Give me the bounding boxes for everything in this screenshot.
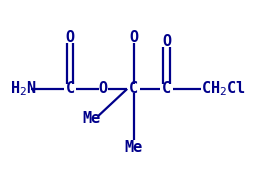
Text: CH$_2$Cl: CH$_2$Cl <box>201 80 246 98</box>
Text: Me: Me <box>82 110 101 125</box>
Text: O: O <box>129 30 138 45</box>
Text: C: C <box>129 81 138 96</box>
Text: C: C <box>66 81 75 96</box>
Text: O: O <box>66 30 75 45</box>
Text: O: O <box>98 81 108 96</box>
Text: C: C <box>162 81 171 96</box>
Text: O: O <box>162 34 171 49</box>
Text: H$_2$N: H$_2$N <box>10 80 36 98</box>
Text: Me: Me <box>124 140 143 155</box>
